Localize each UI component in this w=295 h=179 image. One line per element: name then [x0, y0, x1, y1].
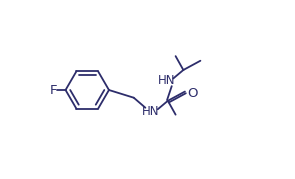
- Text: O: O: [187, 87, 198, 100]
- Text: HN: HN: [142, 105, 160, 118]
- Text: HN: HN: [158, 74, 175, 87]
- Text: F: F: [49, 84, 57, 96]
